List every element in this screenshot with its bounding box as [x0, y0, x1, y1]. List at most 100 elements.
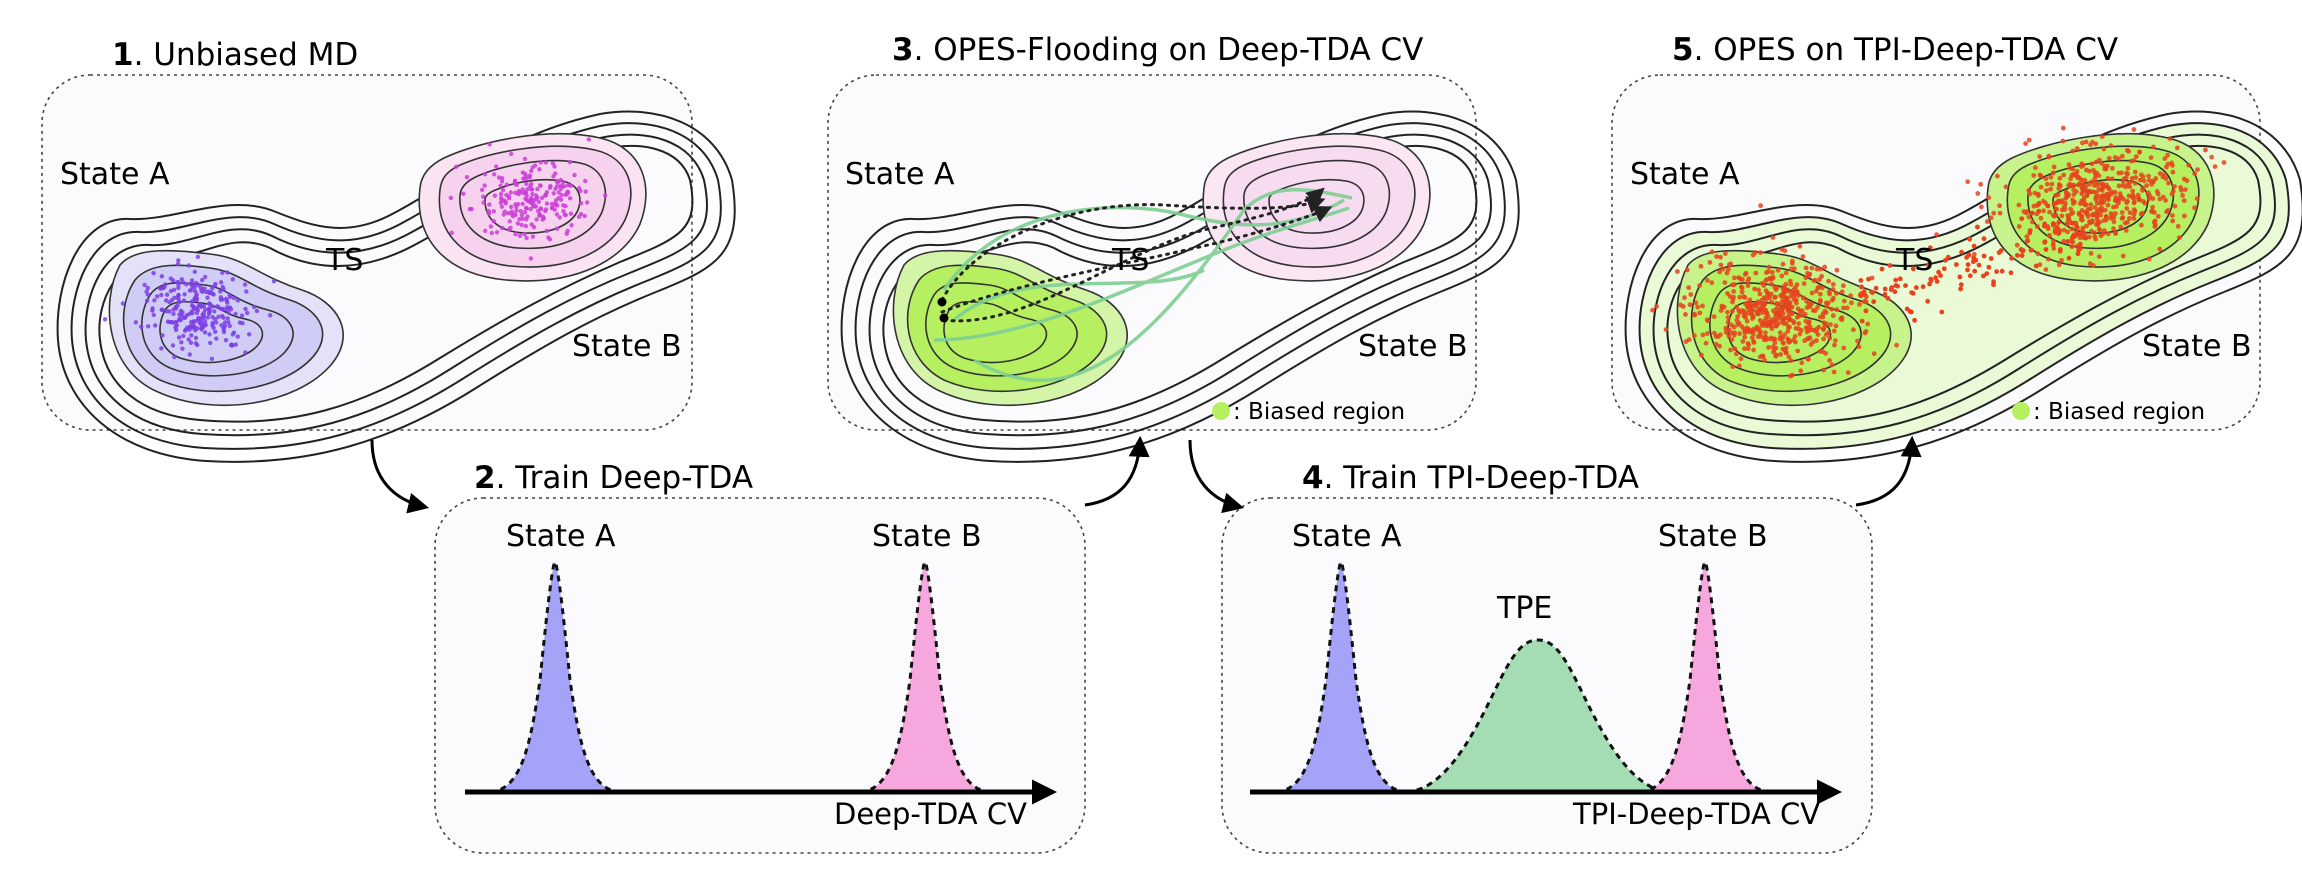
sample-point	[239, 313, 245, 318]
sample-point	[1764, 321, 1769, 327]
sample-point	[235, 334, 240, 339]
sample-point	[1735, 314, 1741, 319]
sample-point	[1750, 252, 1756, 258]
sample-point	[2075, 175, 2081, 181]
sample-point	[2098, 233, 2104, 239]
biased-region-swatch	[2012, 402, 2030, 420]
sample-point	[2116, 183, 2122, 189]
sample-point	[224, 307, 230, 312]
sample-point	[1699, 352, 1704, 358]
sample-point	[2132, 169, 2138, 175]
sample-point	[187, 324, 193, 329]
sample-point	[1789, 290, 1795, 295]
sample-point	[2027, 230, 2033, 236]
sample-point	[1967, 236, 1972, 242]
sample-point	[2101, 146, 2107, 152]
sample-point	[2048, 186, 2053, 192]
sample-point	[2057, 175, 2063, 181]
sample-point	[1997, 210, 2003, 216]
sample-point	[2046, 154, 2052, 160]
sample-point	[1804, 298, 1809, 304]
sample-point	[1903, 283, 1908, 288]
sample-point	[538, 160, 543, 165]
sample-point	[1751, 338, 1756, 344]
sample-point	[1781, 340, 1786, 346]
sample-point	[2043, 267, 2049, 272]
sample-point	[1720, 266, 1726, 272]
sample-point	[2117, 195, 2122, 201]
sample-point	[168, 288, 174, 294]
panel-3-legend: : Biased region	[1233, 399, 1405, 425]
sample-point	[504, 182, 510, 187]
sample-point	[1700, 332, 1706, 338]
sample-point	[2126, 193, 2132, 199]
sample-point	[176, 258, 181, 263]
sample-point	[2101, 218, 2106, 224]
sample-point	[1789, 258, 1795, 264]
sample-point	[1778, 352, 1783, 357]
sample-point	[2088, 202, 2094, 207]
sample-point	[1695, 304, 1701, 310]
panel-4-train-tpi-deep-tda: 4. Train TPI-Deep-TDA State A TPE State …	[1221, 460, 1873, 854]
sample-point	[1818, 266, 1823, 272]
sample-point	[1730, 308, 1735, 314]
sample-point	[531, 225, 537, 230]
sample-point	[2026, 137, 2032, 143]
sample-point	[2066, 162, 2072, 167]
dotted-transition-arrows	[940, 187, 1333, 323]
sample-point	[550, 161, 556, 166]
sample-point	[2150, 196, 2156, 202]
sample-point	[1841, 283, 1846, 289]
sample-point	[1770, 276, 1775, 281]
sample-point	[1845, 370, 1851, 375]
sample-point	[2074, 146, 2080, 151]
sample-point	[221, 287, 226, 292]
sample-point	[237, 320, 243, 325]
sample-point	[1994, 269, 1999, 274]
sample-point	[1798, 368, 1804, 374]
sample-point	[227, 294, 233, 300]
sample-point	[2070, 235, 2075, 241]
sample-point	[1791, 297, 1797, 302]
sample-point	[2175, 223, 2181, 229]
sample-point	[2131, 200, 2137, 206]
peak-state-b	[859, 560, 991, 794]
sample-point	[192, 269, 197, 274]
sample-point	[2114, 204, 2119, 209]
sample-point	[2059, 257, 2064, 263]
sample-point	[2106, 191, 2112, 197]
sample-point	[2132, 180, 2138, 186]
sample-point	[151, 312, 156, 318]
sample-point	[547, 237, 553, 242]
sample-point	[177, 312, 182, 317]
sample-point	[558, 183, 563, 188]
sample-point	[564, 191, 570, 196]
sample-point	[2123, 175, 2129, 181]
sample-point	[180, 346, 185, 351]
sample-point	[226, 320, 231, 325]
sample-point	[164, 292, 170, 297]
sample-point	[1873, 285, 1879, 291]
sample-point	[2042, 221, 2048, 227]
sample-point	[500, 225, 505, 231]
sample-point	[1807, 324, 1813, 330]
sample-point	[1817, 277, 1822, 282]
sample-point	[1841, 345, 1847, 351]
sample-point	[2184, 178, 2190, 184]
sample-point	[145, 292, 150, 297]
sample-point	[520, 216, 525, 221]
sample-point	[210, 320, 215, 326]
sample-point	[2192, 205, 2197, 211]
sample-point	[1757, 291, 1763, 297]
sample-point	[1958, 282, 1964, 288]
sample-point	[2043, 247, 2049, 252]
sample-point	[1792, 334, 1798, 339]
sample-point	[2137, 177, 2143, 183]
sample-point	[195, 308, 200, 313]
sample-point	[178, 308, 184, 313]
sample-point	[2059, 207, 2065, 213]
sample-point	[2155, 213, 2161, 219]
sample-point	[1830, 313, 1836, 319]
sample-point	[2058, 199, 2064, 205]
sample-point	[1815, 285, 1821, 291]
